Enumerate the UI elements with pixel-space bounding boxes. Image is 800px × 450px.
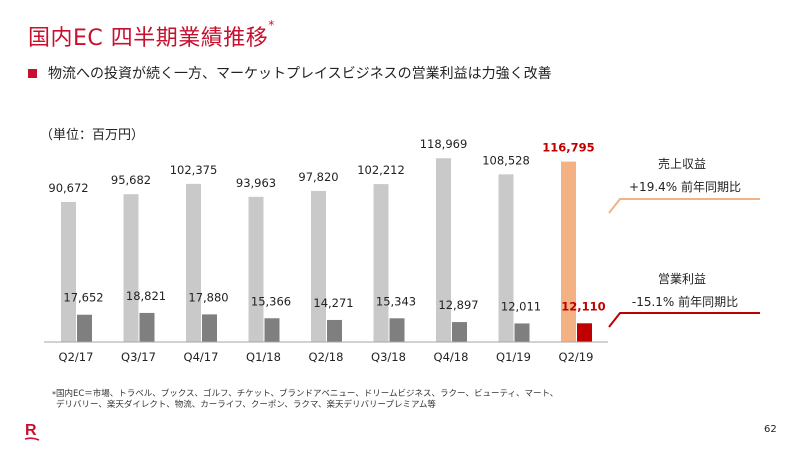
- title-footnote-mark: *: [268, 18, 275, 32]
- revenue-bar-Q2/18: [311, 190, 326, 342]
- profit-annotation-label: 営業利益: [657, 272, 706, 286]
- revenue-value-label: 108,528: [482, 153, 530, 167]
- profit-value-label: 15,343: [376, 294, 416, 308]
- footnote-line-1: 国内EC＝市場、トラベル、ブックス、ゴルフ、チケット、ブランドアベニュー、ドリー…: [56, 389, 559, 399]
- profit-bar-Q1/18: [264, 318, 280, 342]
- profit-bar-Q4/18: [452, 322, 467, 342]
- revenue-value-label: 116,795: [542, 141, 594, 155]
- revenue-value-label: 102,375: [170, 163, 218, 177]
- profit-value-label: 14,271: [313, 296, 353, 310]
- category-label: Q3/18: [371, 350, 406, 364]
- rakuten-logo-icon: R: [24, 422, 40, 441]
- profit-value-label: 12,897: [438, 298, 478, 312]
- revenue-value-label: 90,672: [48, 181, 88, 195]
- revenue-bar-Q2/19: [561, 161, 576, 342]
- revenue-bar-Q4/17: [186, 183, 201, 342]
- revenue-value-label: 95,682: [111, 173, 151, 187]
- category-label: Q1/18: [246, 350, 281, 364]
- page-number: 62: [764, 424, 777, 435]
- chart-bars: [61, 158, 592, 342]
- profit-value-label: 12,011: [501, 299, 541, 313]
- bullet-square-icon: [28, 68, 37, 78]
- revenue-connector-line: [608, 198, 760, 214]
- category-label: Q3/17: [121, 350, 156, 364]
- profit-value-label: 17,880: [188, 290, 228, 304]
- key-message-text: 物流への投資が続く一方、マーケットプレイスビジネスの営業利益は力強く改善: [48, 66, 552, 82]
- footnote: *国内EC＝市場、トラベル、ブックス、ゴルフ、チケット、ブランドアベニュー、ドリ…: [52, 389, 558, 411]
- footnote-line-2: デリバリー、楽天ダイレクト、物流、カーライフ、クーポン、ラクマ、楽天デリバリープ…: [56, 400, 436, 410]
- profit-bar-Q3/18: [389, 318, 405, 342]
- profit-connector-line: [608, 312, 760, 328]
- page-title: 国内EC 四半期業績推移*: [28, 18, 275, 52]
- category-label: Q2/17: [59, 350, 94, 364]
- chart-category-labels: Q2/17 Q3/17 Q4/17 Q1/18 Q2/18 Q3/18 Q4/18 Q1/19…: [59, 350, 594, 364]
- profit-value-label: 18,821: [126, 289, 166, 303]
- revenue-annotation-change: +19.4% 前年同期比: [629, 180, 741, 194]
- category-label: Q2/18: [309, 350, 344, 364]
- profit-bar-Q2/17: [77, 314, 92, 342]
- revenue-bar-Q1/19: [498, 174, 514, 342]
- profit-value-label: 12,110: [561, 299, 605, 313]
- profit-value-label: 17,652: [63, 291, 103, 305]
- title-text: 国内EC 四半期業績推移: [28, 26, 269, 51]
- category-label: Q1/19: [496, 350, 531, 364]
- revenue-value-label: 118,969: [420, 137, 468, 151]
- footnote-mark: *: [52, 390, 56, 399]
- revenue-bar-Q2/17: [61, 201, 76, 342]
- category-label: Q2/19: [559, 350, 594, 364]
- revenue-bar-Q3/17: [123, 194, 139, 342]
- logo-letter: R: [25, 422, 37, 439]
- revenue-bar-Q3/18: [373, 184, 389, 342]
- profit-value-label: 15,366: [251, 294, 291, 308]
- revenue-value-label: 93,963: [236, 176, 276, 190]
- revenue-bar-Q4/18: [436, 158, 451, 342]
- profit-bar-Q2/19: [577, 323, 592, 342]
- revenue-value-label: 97,820: [298, 170, 338, 184]
- profit-annotation-change: -15.1% 前年同期比: [631, 295, 739, 309]
- profit-bar-Q1/19: [514, 323, 530, 342]
- category-label: Q4/17: [184, 350, 219, 364]
- profit-bar-Q3/17: [139, 312, 155, 342]
- revenue-value-label: 102,212: [357, 163, 405, 177]
- key-message: 物流への投資が続く一方、マーケットプレイスビジネスの営業利益は力強く改善: [28, 63, 552, 83]
- profit-bar-Q2/18: [327, 319, 342, 342]
- profit-bar-Q4/17: [202, 314, 217, 342]
- unit-label: （単位：百万円）: [40, 128, 145, 143]
- revenue-annotation-label: 売上収益: [657, 157, 706, 171]
- revenue-bar-Q1/18: [248, 196, 264, 342]
- category-label: Q4/18: [434, 350, 469, 364]
- chart-value-labels: 90,672 17,652 95,682 18,821 102,375 17,880 93,…: [48, 137, 605, 313]
